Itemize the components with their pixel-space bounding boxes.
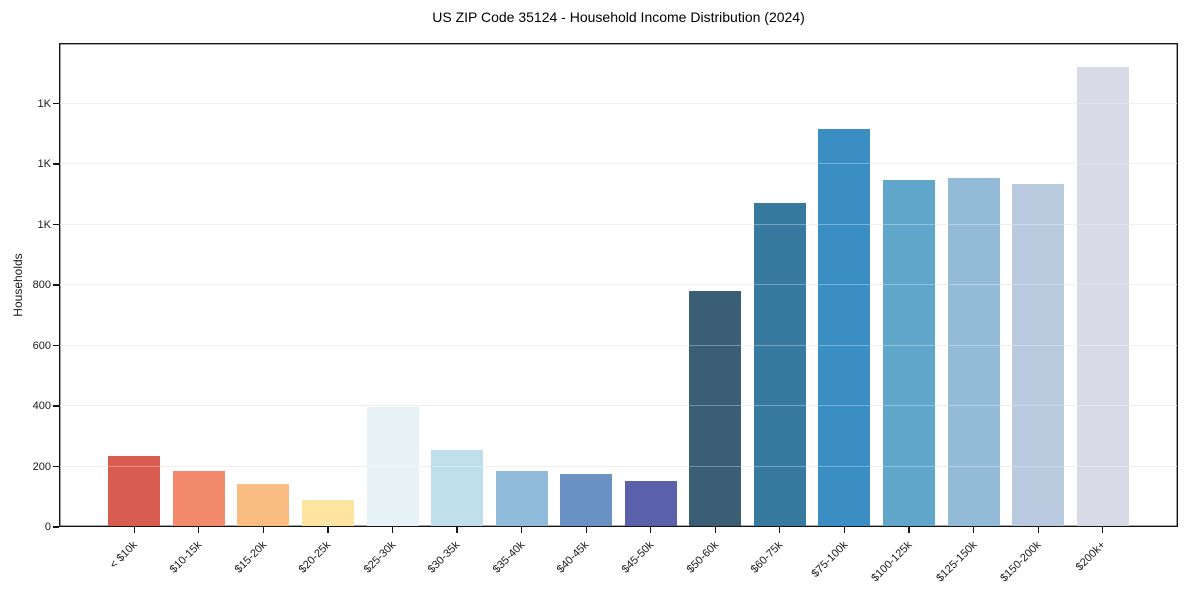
gridline-overlay <box>60 465 1177 467</box>
y-tick-label: 800 <box>32 279 51 291</box>
bar <box>1076 66 1129 526</box>
y-axis-tick <box>53 344 59 347</box>
x-tick-label-text: $125-150k <box>933 539 980 585</box>
x-tick-label-text: $45-50k <box>619 539 657 576</box>
bar <box>947 178 1000 526</box>
y-tick-label: 600 <box>32 339 51 352</box>
y-tick-label: 400 <box>32 400 51 412</box>
gridline <box>60 284 1177 285</box>
x-tick-label-text: $10-15k <box>167 539 205 576</box>
bar <box>689 290 742 526</box>
x-tick-label-text: $100-125k <box>869 539 915 585</box>
x-tick-label-text: $60-75k <box>748 539 786 576</box>
x-tick-label-text: $200k+ <box>1073 539 1109 574</box>
x-axis-tick <box>391 527 394 533</box>
x-axis-tick <box>714 527 716 533</box>
gridline <box>60 102 1177 104</box>
bar <box>1012 184 1065 526</box>
y-axis-tick <box>53 102 59 105</box>
gridline <box>60 163 1177 164</box>
x-tick-label-text: $30-35k <box>425 539 463 576</box>
chart-title: US ZIP Code 35124 - Household Income Dis… <box>432 9 805 25</box>
bar <box>237 483 290 526</box>
bar <box>818 128 871 526</box>
gridline-overlay <box>60 223 1177 225</box>
bar <box>560 473 613 526</box>
y-tick-label: 1K <box>37 218 51 231</box>
y-tick-label: 200 <box>32 460 51 473</box>
x-axis-tick <box>650 527 652 533</box>
bar <box>753 202 806 526</box>
x-tick-label-text: $20-25k <box>296 539 334 576</box>
gridline <box>60 223 1177 225</box>
bar <box>883 179 936 526</box>
gridline-overlay <box>60 102 1177 104</box>
bar <box>431 450 484 526</box>
gridline <box>60 465 1177 467</box>
gridline <box>60 405 1177 406</box>
x-axis-tick <box>585 527 587 533</box>
gridline <box>60 344 1177 346</box>
gridline-overlay <box>60 344 1177 346</box>
x-tick-label-text: $25-30k <box>361 539 399 576</box>
y-axis-tick <box>53 284 59 286</box>
bar <box>172 470 225 526</box>
gridline-overlay <box>60 405 1177 406</box>
y-axis-tick <box>53 163 59 165</box>
x-tick-label-text: $75-100k <box>809 539 850 580</box>
gridline-overlay <box>60 284 1177 285</box>
bar <box>624 480 677 526</box>
x-tick-label-text: < $10k <box>107 539 140 572</box>
x-axis-tick <box>133 527 135 533</box>
x-tick-label-text: $40-45k <box>555 539 592 576</box>
x-axis-tick <box>327 527 329 533</box>
x-tick-label-text: $15-20k <box>232 539 269 576</box>
y-tick-label: 1K <box>37 97 51 110</box>
x-axis-tick <box>262 527 264 533</box>
y-axis-tick <box>53 223 59 226</box>
y-axis-tick <box>53 526 59 528</box>
y-tick-label: 0 <box>44 521 51 533</box>
x-axis-tick <box>198 527 200 533</box>
x-axis-tick <box>1037 527 1039 533</box>
bar <box>301 499 354 526</box>
x-axis-tick <box>779 527 781 533</box>
x-axis-tick <box>843 527 846 533</box>
x-axis-tick <box>521 527 523 533</box>
x-axis-tick <box>1102 527 1104 533</box>
bar <box>366 406 419 526</box>
bar <box>495 470 548 526</box>
y-axis-tick <box>53 465 59 468</box>
x-tick-label-text: $35-40k <box>490 539 528 576</box>
plot-area <box>59 43 1178 527</box>
y-axis-tick <box>53 405 59 407</box>
x-tick-label-text: $50-60k <box>684 539 721 576</box>
x-tick-label-text: $150-200k <box>998 539 1044 585</box>
bar <box>108 455 161 526</box>
y-tick-label: 1K <box>37 158 51 170</box>
x-axis-tick <box>908 527 910 533</box>
x-axis-tick <box>456 527 458 533</box>
gridline-overlay <box>60 163 1177 164</box>
x-axis-tick <box>972 527 975 533</box>
